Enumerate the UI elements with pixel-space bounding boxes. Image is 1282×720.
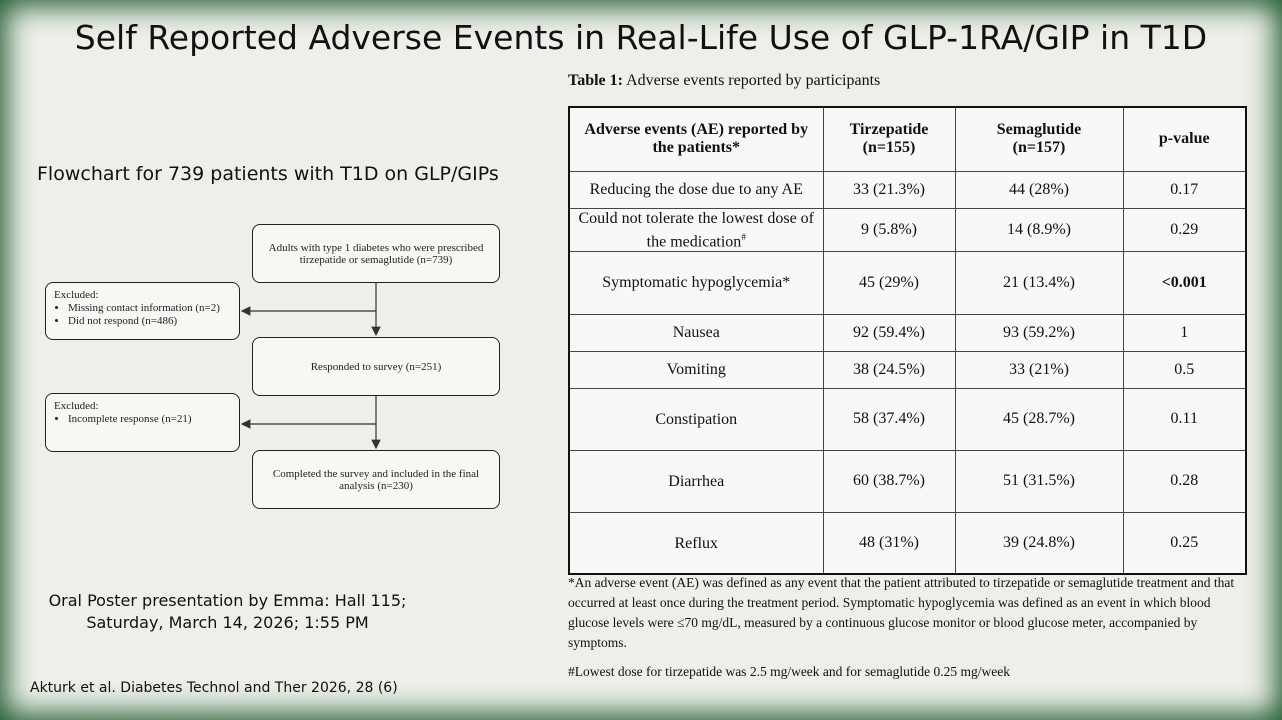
footnote: *An adverse event (AE) was defined as an…: [568, 575, 1235, 650]
tirzepatide-cell: 92 (59.4%): [822, 313, 956, 352]
p-value-cell: 0.25: [1122, 511, 1247, 575]
footnote-marker: #: [741, 231, 746, 242]
event-name: Constipation: [655, 410, 738, 428]
tirzepatide-cell: 45 (29%): [822, 250, 956, 315]
header-n: (n=157): [1012, 139, 1066, 157]
header-cell: Adverse events (AE) reported by the pati…: [568, 106, 824, 172]
tirzepatide-cell: 33 (21.3%): [822, 170, 956, 209]
event-name: Nausea: [672, 324, 720, 342]
table-row: Diarrhea 60 (38.7%) 51 (31.5%) 0.28: [568, 449, 1247, 513]
citation: Akturk et al. Diabetes Technol and Ther …: [30, 680, 398, 696]
flow-node: Completed the survey and included in the…: [252, 450, 500, 509]
slide-title: Self Reported Adverse Events in Real-Lif…: [74, 18, 1208, 57]
exclusion-label: Excluded:: [54, 400, 99, 412]
event-name: Vomiting: [666, 361, 726, 379]
table-row: Reflux 48 (31%) 39 (24.8%) 0.25: [568, 511, 1247, 575]
caption-text: Adverse events reported by participants: [626, 72, 881, 89]
event-name: Symptomatic hypoglycemia*: [602, 274, 791, 292]
tirzepatide-cell: 58 (37.4%): [822, 387, 956, 451]
event-name: Diarrhea: [668, 472, 725, 490]
presentation-line: Saturday, March 14, 2026; 1:55 PM: [86, 613, 369, 632]
exclusion-list: Missing contact information (n=2)Did not…: [54, 302, 231, 328]
event-name: Could not tolerate the lowest dose of th…: [578, 209, 814, 250]
presentation-line: Oral Poster presentation by Emma: Hall 1…: [48, 591, 407, 610]
semaglutide-cell: 14 (8.9%): [954, 207, 1124, 252]
event-cell: Reflux: [568, 511, 824, 575]
p-value-cell: 1: [1122, 313, 1247, 352]
p-value-cell: 0.17: [1122, 170, 1247, 209]
semaglutide-cell: 21 (13.4%): [954, 250, 1124, 315]
p-value-cell: 0.11: [1122, 387, 1247, 451]
event-name: Reflux: [674, 534, 719, 552]
event-cell: Vomiting: [568, 350, 824, 389]
table-caption: Table 1: Adverse events reported by part…: [568, 72, 880, 90]
event-cell: Could not tolerate the lowest dose of th…: [568, 207, 824, 252]
event-cell: Constipation: [568, 387, 824, 451]
exclusion-list: Incomplete response (n=21): [54, 413, 231, 426]
header-name: p-value: [1158, 130, 1210, 148]
p-value-cell: 0.29: [1122, 207, 1247, 252]
footnote: #Lowest dose for tirzepatide was 2.5 mg/…: [568, 664, 1010, 679]
table-row: Symptomatic hypoglycemia* 45 (29%) 21 (13.…: [568, 250, 1247, 315]
flow-node: Responded to survey (n=251): [252, 337, 500, 396]
table-row: Reducing the dose due to any AE 33 (21.3%…: [568, 170, 1247, 209]
semaglutide-cell: 33 (21%): [954, 350, 1124, 389]
header-name: Semaglutide: [996, 121, 1082, 139]
event-name: Reducing the dose due to any AE: [589, 181, 803, 198]
flow-node: Adults with type 1 diabetes who were pre…: [252, 224, 500, 283]
semaglutide-cell: 93 (59.2%): [954, 313, 1124, 352]
table-row: Constipation 58 (37.4%) 45 (28.7%) 0.11: [568, 387, 1247, 451]
header-cell: Tirzepatide (n=155): [822, 106, 956, 172]
header-n: (n=155): [862, 139, 916, 157]
event-cell: Diarrhea: [568, 449, 824, 513]
caption-label: Table 1:: [568, 72, 623, 89]
table-row: Nausea 92 (59.4%) 93 (59.2%) 1: [568, 313, 1247, 352]
exclusion-label: Excluded:: [54, 289, 99, 301]
tirzepatide-cell: 60 (38.7%): [822, 449, 956, 513]
header-name: Adverse events (AE) reported by the pati…: [584, 121, 809, 157]
semaglutide-cell: 45 (28.7%): [954, 387, 1124, 451]
adverse-events-table: Adverse events (AE) reported by the pati…: [568, 106, 1247, 576]
table-row: Vomiting 38 (24.5%) 33 (21%) 0.5: [568, 350, 1247, 389]
presentation-info: Oral Poster presentation by Emma: Hall 1…: [40, 590, 415, 634]
event-cell: Nausea: [568, 313, 824, 352]
exclusion-box: Excluded:Incomplete response (n=21): [45, 393, 240, 452]
semaglutide-cell: 51 (31.5%): [954, 449, 1124, 513]
semaglutide-cell: 44 (28%): [954, 170, 1124, 209]
p-value-cell: 0.5: [1122, 350, 1247, 389]
exclusion-item: Missing contact information (n=2): [68, 302, 231, 315]
tirzepatide-cell: 38 (24.5%): [822, 350, 956, 389]
flowchart-title: Flowchart for 739 patients with T1D on G…: [37, 163, 499, 185]
header-row: Adverse events (AE) reported by the pati…: [568, 106, 1247, 172]
exclusion-item: Did not respond (n=486): [68, 315, 231, 328]
header-cell: Semaglutide (n=157): [954, 106, 1124, 172]
exclusion-box: Excluded:Missing contact information (n=…: [45, 282, 240, 340]
header-cell: p-value: [1122, 106, 1247, 172]
table-row: Could not tolerate the lowest dose of th…: [568, 207, 1247, 252]
tirzepatide-cell: 9 (5.8%): [822, 207, 956, 252]
p-value-cell: <0.001: [1122, 250, 1247, 315]
exclusion-item: Incomplete response (n=21): [68, 413, 231, 426]
p-value-cell: 0.28: [1122, 449, 1247, 513]
header-name: Tirzepatide: [849, 121, 929, 139]
event-cell: Symptomatic hypoglycemia*: [568, 250, 824, 315]
tirzepatide-cell: 48 (31%): [822, 511, 956, 575]
event-cell: Reducing the dose due to any AE: [568, 170, 824, 209]
semaglutide-cell: 39 (24.8%): [954, 511, 1124, 575]
